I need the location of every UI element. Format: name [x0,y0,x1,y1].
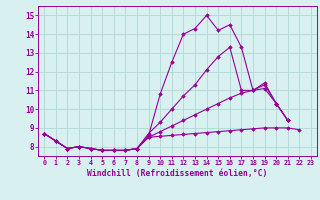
X-axis label: Windchill (Refroidissement éolien,°C): Windchill (Refroidissement éolien,°C) [87,169,268,178]
